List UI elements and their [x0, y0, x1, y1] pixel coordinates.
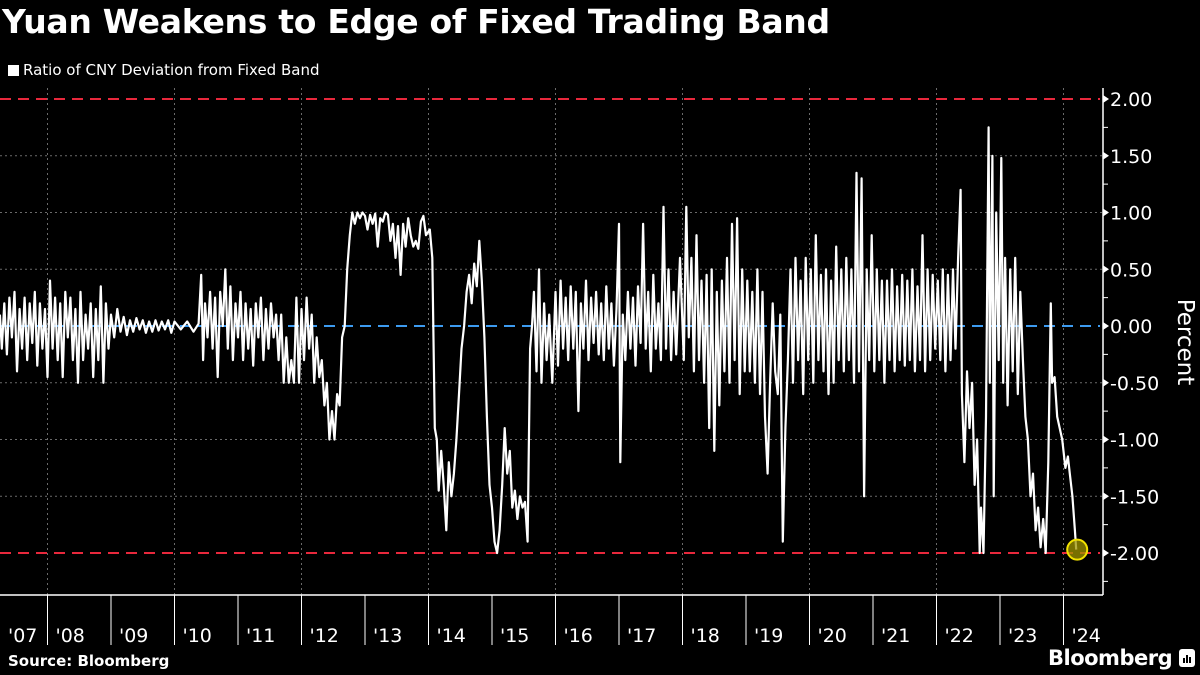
- x-tick-label: '11: [246, 625, 275, 647]
- x-tick-label: '18: [691, 625, 720, 647]
- x-tick-label: '24: [1072, 625, 1101, 647]
- x-tick-label: '19: [754, 625, 783, 647]
- x-tick-label: '12: [310, 625, 339, 647]
- y-tick-label: 0.00: [1110, 316, 1152, 338]
- x-tick-label: '22: [945, 625, 974, 647]
- y-tick-label: 1.50: [1110, 146, 1152, 168]
- x-tick-label: '14: [437, 625, 466, 647]
- y-tick-arrow: [1103, 322, 1109, 330]
- x-tick-label: '17: [627, 625, 656, 647]
- x-tick-label: '20: [818, 625, 847, 647]
- y-tick-label: -2.00: [1110, 543, 1159, 565]
- y-tick-arrow: [1103, 435, 1109, 444]
- chart-title: Yuan Weakens to Edge of Fixed Trading Ba…: [2, 2, 830, 41]
- y-tick-arrow: [1103, 378, 1109, 387]
- latest-value-marker: [1066, 538, 1089, 561]
- y-tick-arrow: [1103, 95, 1109, 103]
- x-tick-label: '13: [373, 625, 402, 647]
- y-tick-label: 2.00: [1110, 89, 1152, 111]
- x-tick-label: '21: [881, 625, 910, 647]
- y-tick-arrow: [1103, 151, 1109, 160]
- legend: Ratio of CNY Deviation from Fixed Band: [8, 61, 319, 79]
- legend-swatch: [8, 64, 19, 76]
- y-tick-arrow: [1103, 549, 1109, 557]
- y-tick-label: 1.00: [1110, 203, 1152, 225]
- x-tick-label: '07: [8, 625, 37, 647]
- y-tick-arrow: [1103, 492, 1109, 501]
- x-tick-label: '15: [500, 625, 529, 647]
- x-tick-label: '16: [564, 625, 593, 647]
- legend-label: Ratio of CNY Deviation from Fixed Band: [23, 61, 320, 79]
- bloomberg-logo: Bloomberg: [1048, 646, 1196, 670]
- x-tick-label: '08: [56, 625, 85, 647]
- y-axis-title: Percent: [1172, 299, 1198, 386]
- x-tick-label: '09: [119, 625, 148, 647]
- x-tick-label: '23: [1008, 625, 1037, 647]
- source-note: Source: Bloomberg: [8, 652, 170, 670]
- y-tick-label: -1.50: [1110, 486, 1159, 508]
- series-line: [0, 126, 1078, 555]
- logo-text: Bloomberg: [1048, 646, 1173, 670]
- x-tick-label: '10: [183, 625, 212, 647]
- y-tick-label: 0.50: [1110, 259, 1152, 281]
- y-tick-arrow: [1103, 208, 1109, 217]
- y-tick-arrow: [1103, 265, 1109, 274]
- bloomberg-chart-icon: [1179, 649, 1196, 667]
- y-tick-label: -0.50: [1110, 373, 1159, 395]
- y-tick-label: -1.00: [1110, 430, 1159, 452]
